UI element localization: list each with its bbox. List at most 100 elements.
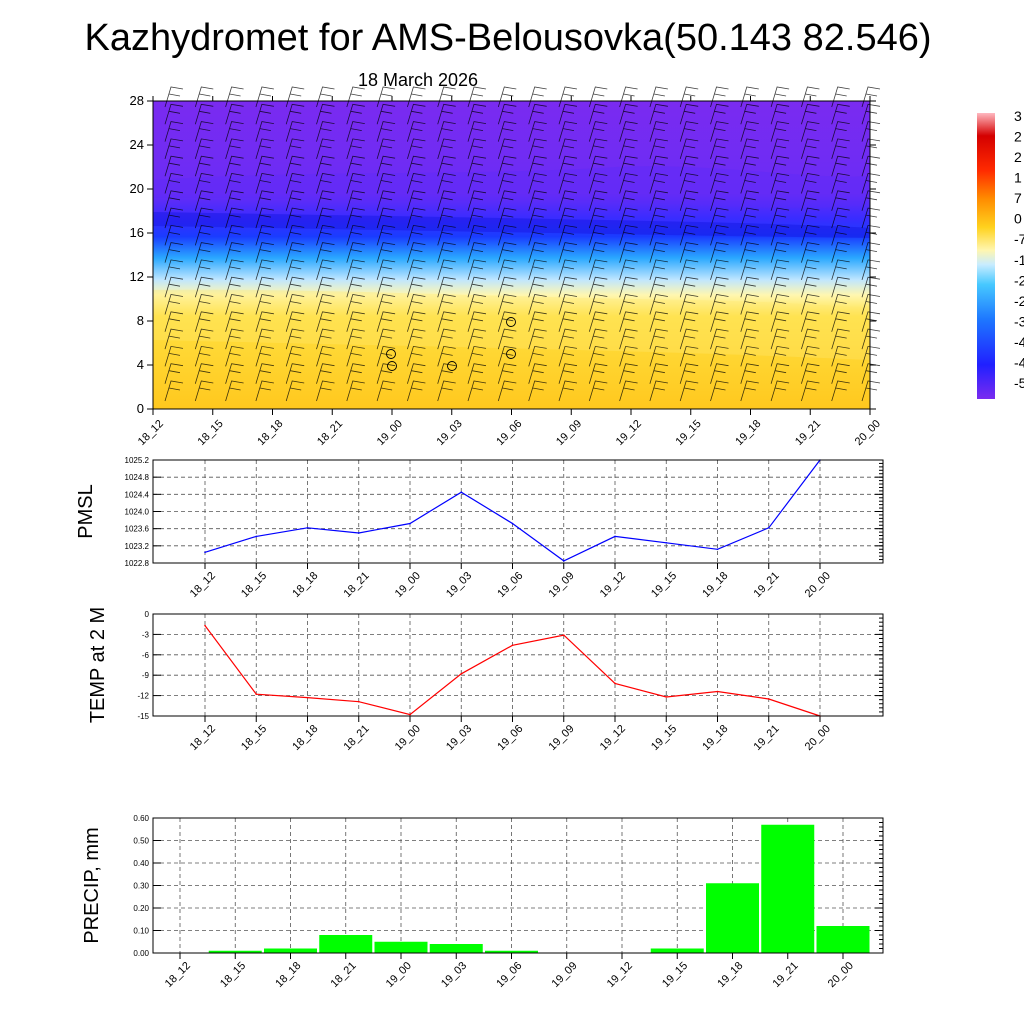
wind-barb	[801, 103, 820, 125]
cs-ytick-label: 28	[130, 93, 144, 108]
wind-barb	[346, 276, 365, 298]
wind-barb	[407, 294, 426, 315]
wind-barb	[467, 138, 487, 160]
xtick-label: 19_00	[393, 723, 423, 753]
chart-subtitle: 18 March 2026	[358, 70, 478, 90]
wind-barb	[164, 103, 184, 125]
wind-barb	[710, 207, 729, 229]
wind-barb	[770, 224, 790, 246]
wind-barb	[861, 345, 881, 367]
wind-barb	[467, 380, 487, 402]
calm-wind-marker	[386, 349, 396, 359]
wind-barb	[528, 276, 547, 298]
wind-barb	[255, 207, 274, 229]
wind-barb	[497, 103, 517, 125]
ytick-label: 1025.2	[125, 456, 150, 465]
xtick-label: 19_03	[444, 723, 474, 753]
wind-barb	[588, 173, 608, 194]
wind-barb	[558, 224, 578, 246]
wind-barb	[285, 86, 305, 108]
wind-barb	[316, 224, 335, 246]
wind-barb	[225, 173, 244, 194]
ytick-label: 1024.0	[125, 508, 150, 517]
wind-barb	[346, 311, 365, 332]
precip-bar	[485, 950, 538, 953]
xtick-label: 18_12	[163, 960, 193, 990]
wind-barb	[225, 363, 244, 384]
wind-barb	[255, 363, 274, 384]
wind-barb	[346, 259, 365, 281]
wind-barb	[649, 224, 668, 246]
wind-barb	[588, 155, 608, 177]
pmsl-point	[255, 535, 258, 538]
wind-barb	[710, 294, 729, 315]
wind-barb	[164, 207, 184, 229]
wind-barb	[194, 86, 214, 108]
wind-barb	[255, 294, 274, 315]
xtick-label: 19_21	[771, 960, 801, 990]
warm-layer-contour	[153, 289, 870, 360]
wind-barb	[497, 207, 517, 229]
wind-barb	[528, 345, 547, 367]
wind-barb	[679, 259, 699, 281]
wind-barb	[619, 138, 638, 160]
cs-xtick-label: 20_00	[853, 418, 883, 448]
pmsl-point	[306, 527, 309, 529]
temp-2m-point	[409, 713, 411, 716]
cs-xtick-label: 19_15	[674, 418, 704, 448]
wind-barb	[225, 121, 244, 142]
wind-barb	[649, 380, 668, 402]
wind-barb	[255, 103, 274, 125]
cs-ytick-label: 24	[130, 137, 144, 152]
cs-xtick-label: 18_12	[136, 418, 166, 448]
xtick-label: 19_09	[547, 570, 577, 600]
wind-barb	[558, 311, 578, 332]
wind-barb	[346, 363, 365, 384]
wind-barb	[558, 173, 578, 194]
wind-barb	[801, 86, 820, 108]
wind-barb	[164, 190, 184, 211]
temp-2m-point	[716, 690, 719, 693]
wind-barb	[376, 242, 396, 263]
wind-barb	[316, 86, 335, 108]
wind-barb	[831, 259, 850, 281]
colorbar-label: 3	[1014, 108, 1022, 124]
xtick-label: 19_12	[605, 960, 635, 990]
wind-barb	[497, 242, 517, 263]
wind-barb	[164, 173, 184, 194]
wind-barb	[316, 190, 335, 211]
wind-barb	[710, 363, 729, 384]
wind-barb	[558, 380, 578, 402]
wind-barb	[316, 207, 335, 229]
wind-barb	[407, 103, 426, 125]
wind-barb	[285, 138, 305, 160]
wind-barb	[861, 86, 881, 108]
wind-barb	[194, 363, 214, 384]
precip-bar	[761, 824, 815, 953]
wind-barb	[649, 311, 668, 332]
wind-barb	[285, 242, 305, 263]
temp-2m-point	[614, 682, 616, 685]
wind-barb	[346, 173, 365, 194]
ytick-label: -6	[142, 651, 150, 660]
cs-ytick-label: 4	[137, 357, 144, 372]
wind-barb	[528, 294, 547, 315]
wind-barb	[467, 311, 487, 332]
cs-ytick-label: 20	[130, 181, 144, 196]
wind-barb	[710, 173, 729, 194]
wind-barb	[164, 155, 184, 177]
wind-barb	[285, 294, 305, 315]
wind-barb	[740, 207, 759, 229]
ytick-label: 1024.8	[125, 473, 150, 482]
wind-barb	[831, 328, 850, 350]
wind-barb	[528, 121, 547, 142]
pmsl-point	[204, 551, 206, 554]
wind-barb	[740, 311, 759, 332]
wind-barb	[437, 276, 456, 298]
wind-barb	[619, 224, 638, 246]
wind-barb	[740, 190, 759, 211]
xtick-label: 20_00	[803, 570, 833, 600]
xtick-label: 19_12	[598, 723, 628, 753]
wind-barb	[801, 380, 820, 402]
